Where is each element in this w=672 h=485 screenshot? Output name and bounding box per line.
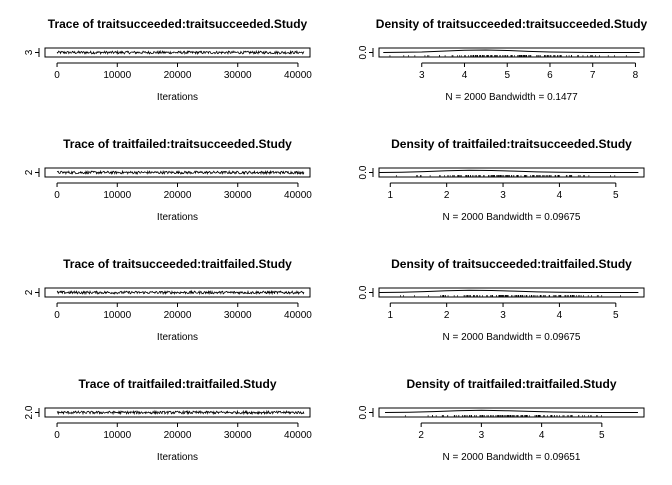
x-tick-label: 40000 <box>284 310 312 321</box>
x-tick-label: 4 <box>462 70 468 81</box>
panel-title: Density of traitsucceeded:traitfailed.St… <box>391 257 632 271</box>
panel-3: Trace of traitfailed:traitsucceeded.Stud… <box>24 137 312 223</box>
x-tick-label: 8 <box>633 70 639 81</box>
y-tick-label: 0.0 <box>358 165 369 179</box>
x-tick-label: 4 <box>557 190 563 201</box>
x-tick-label: 0 <box>54 70 60 81</box>
x-tick-label: 30000 <box>224 310 252 321</box>
density-curve <box>383 49 640 53</box>
x-tick-label: 1 <box>387 310 393 321</box>
x-tick-label: 20000 <box>164 190 192 201</box>
y-tick-label: 2.0 <box>24 405 35 419</box>
x-axis-label: Iterations <box>157 212 198 223</box>
y-tick-label: 3 <box>24 49 35 55</box>
x-axis-label: Iterations <box>157 92 198 103</box>
x-tick-label: 30000 <box>224 70 252 81</box>
x-axis-label: N = 2000 Bandwidth = 0.09675 <box>443 332 581 343</box>
x-tick-label: 30000 <box>224 190 252 201</box>
x-tick-label: 20000 <box>164 430 192 441</box>
plot-frame <box>378 47 645 58</box>
x-tick-label: 3 <box>479 430 485 441</box>
x-tick-label: 20000 <box>164 310 192 321</box>
panel-1: Trace of traitsucceeded:traitsucceeded.S… <box>24 17 312 103</box>
y-tick-label: 0.0 <box>358 45 369 59</box>
x-tick-label: 7 <box>590 70 596 81</box>
density-curve <box>378 169 639 173</box>
x-tick-label: 5 <box>613 310 619 321</box>
x-tick-label: 5 <box>504 70 510 81</box>
panel-title: Trace of traitsucceeded:traitsucceeded.S… <box>48 17 308 31</box>
x-tick-label: 5 <box>613 190 619 201</box>
x-axis-label: Iterations <box>157 332 198 343</box>
plot-frame <box>378 407 645 418</box>
x-tick-label: 2 <box>444 190 450 201</box>
panel-6: Density of traitsucceeded:traitfailed.St… <box>358 257 645 343</box>
x-tick-label: 40000 <box>284 190 312 201</box>
x-tick-label: 20000 <box>164 70 192 81</box>
x-tick-label: 5 <box>599 430 605 441</box>
panel-title: Trace of traitfailed:traitfailed.Study <box>78 377 276 391</box>
panel-2: Density of traitsucceeded:traitsucceeded… <box>358 17 648 103</box>
x-tick-label: 4 <box>557 310 563 321</box>
y-tick-label: 0.0 <box>358 285 369 299</box>
x-tick-label: 10000 <box>103 310 131 321</box>
trace-series-line <box>56 49 305 56</box>
x-tick-label: 4 <box>539 430 545 441</box>
x-axis-label: N = 2000 Bandwidth = 0.09675 <box>443 212 581 223</box>
x-tick-label: 10000 <box>103 70 131 81</box>
x-axis-label: Iterations <box>157 452 198 463</box>
x-tick-label: 3 <box>500 310 506 321</box>
x-tick-label: 1 <box>387 190 393 201</box>
trace-series-line <box>56 409 305 416</box>
panel-7: Trace of traitfailed:traitfailed.Study 0 1… <box>24 377 312 463</box>
y-tick-label: 0.0 <box>358 405 369 419</box>
trace-series-line <box>56 289 305 296</box>
plot-frame <box>378 167 645 178</box>
x-tick-label: 2 <box>418 430 424 441</box>
x-axis-label: N = 2000 Bandwidth = 0.09651 <box>443 452 581 463</box>
plot-frame <box>44 47 311 58</box>
panel-title: Density of traitsucceeded:traitsucceeded… <box>376 17 648 31</box>
y-tick-label: 2 <box>24 169 35 175</box>
plot-frame <box>44 287 311 298</box>
x-tick-label: 40000 <box>284 70 312 81</box>
x-tick-label: 10000 <box>103 430 131 441</box>
panel-8: Density of traitfailed:traitfailed.Study… <box>358 377 645 463</box>
x-tick-label: 3 <box>419 70 425 81</box>
plot-frame <box>44 407 311 418</box>
panel-title: Trace of traitsucceeded:traitfailed.Stud… <box>63 257 292 271</box>
panel-title: Density of traitfailed:traitfailed.Study <box>406 377 616 391</box>
x-tick-label: 3 <box>500 190 506 201</box>
panel-4: Density of traitfailed:traitsucceeded.St… <box>358 137 645 223</box>
x-tick-label: 0 <box>54 310 60 321</box>
x-axis-label: N = 2000 Bandwidth = 0.1477 <box>445 92 578 103</box>
x-tick-label: 30000 <box>224 430 252 441</box>
panel-title: Trace of traitfailed:traitsucceeded.Stud… <box>63 137 292 151</box>
x-tick-label: 0 <box>54 190 60 201</box>
plot-frame <box>378 287 645 298</box>
x-tick-label: 10000 <box>103 190 131 201</box>
y-tick-label: 2 <box>24 289 35 295</box>
density-curve <box>378 289 639 293</box>
trace-series-line <box>56 169 305 176</box>
x-tick-label: 2 <box>444 310 450 321</box>
x-tick-label: 40000 <box>284 430 312 441</box>
x-tick-label: 0 <box>54 430 60 441</box>
panel-title: Density of traitfailed:traitsucceeded.St… <box>391 137 632 151</box>
x-tick-label: 6 <box>547 70 553 81</box>
panel-5: Trace of traitsucceeded:traitfailed.Stud… <box>24 257 312 343</box>
plot-frame <box>44 167 311 178</box>
density-curve <box>385 409 638 413</box>
